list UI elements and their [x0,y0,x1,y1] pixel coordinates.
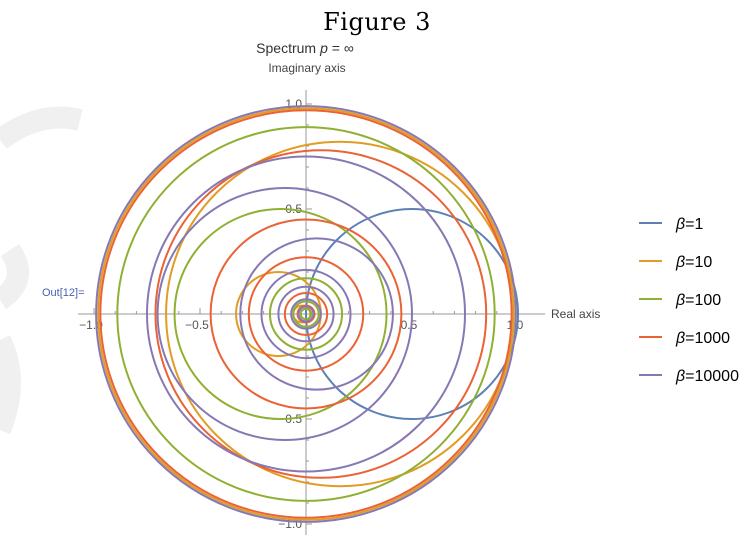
legend-symbol: β [675,216,685,233]
legend-label: β=1000 [675,330,730,347]
spectrum-curve [239,237,394,391]
series-4 [95,105,517,523]
legend-symbol: β [675,292,685,309]
legend-value: =1000 [685,330,730,347]
spectrum-curve [247,256,365,372]
watermark [0,106,83,435]
figure-title: Figure 3 [323,8,431,36]
spectrum-curve [116,126,496,502]
plot-title-rest: = ∞ [328,40,354,56]
spectrum-curve [290,298,322,330]
legend-item: β=1 [639,216,703,233]
series-3 [99,109,513,519]
spectrum-curve [283,292,329,336]
series-2 [116,126,496,502]
legend-value: =1 [685,216,703,233]
legend-item: β=1000 [639,330,730,347]
legend-symbol: β [675,368,685,385]
spectrum-curve [292,300,320,328]
legend-label: β=10 [675,254,712,271]
legend-value: =10000 [685,368,739,385]
series-0 [305,208,519,420]
plot-title: Spectrum p = ∞ [256,40,354,56]
y-axis-label: Imaginary axis [268,61,345,75]
plot-title-variable: p [319,40,328,56]
spectrum-curve [99,109,513,519]
legend-item: β=10 [639,254,712,271]
legend-value: =10 [685,254,712,271]
spectrum-curve [260,268,352,360]
spectrum-curve [296,304,316,324]
output-cell-label: Out[12]= [42,287,85,299]
legend-symbol: β [675,254,685,271]
plot-title-prefix: Spectrum [256,40,316,56]
legend-symbol: β [675,330,685,347]
spectrum-curve [299,307,313,321]
spectrum-curve [268,277,344,351]
spectrum-curve [297,305,315,323]
spectrum-curve [146,155,466,473]
x-tick-label: 0.5 [401,318,418,332]
legend-label: β=1 [675,216,703,233]
spectrum-curve [165,140,515,488]
spectrum-curve [95,105,517,523]
spectrum-curve [156,187,413,441]
x-tick-label: −0.5 [185,318,209,332]
spectrum-curve [305,208,519,420]
spectrum-curve [173,208,388,420]
legend-item: β=100 [639,292,721,309]
spectrum-curve [154,149,488,479]
spectrum-curve [277,285,335,343]
legend-label: β=10000 [675,368,739,385]
legend-item: β=10000 [639,368,739,385]
legend-label: β=100 [675,292,721,309]
spectrum-curve [209,218,403,410]
legend-value: =100 [685,292,721,309]
plot-area [95,105,519,523]
x-axis-label: Real axis [551,307,600,321]
